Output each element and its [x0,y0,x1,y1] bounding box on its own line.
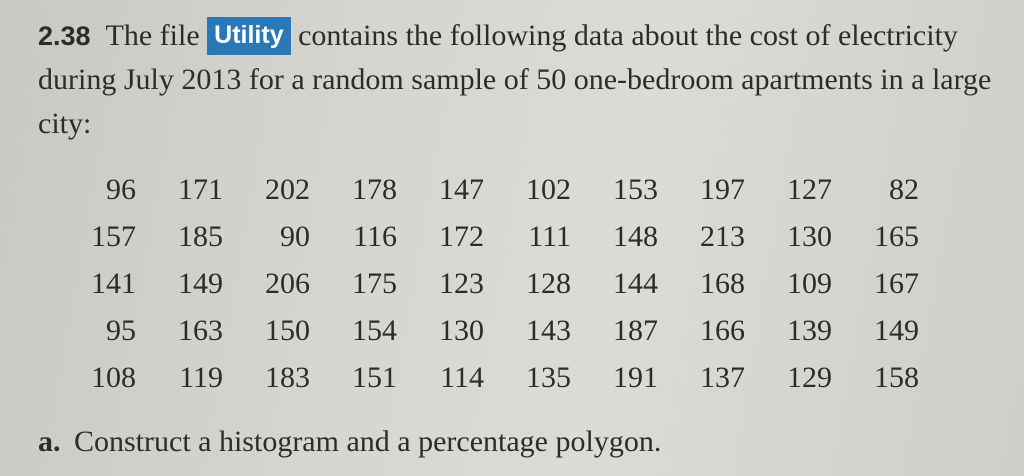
problem-number: 2.38 [38,21,91,51]
table-cell: 168 [700,266,745,300]
table-row: 95 163 150 154 130 143 187 166 139 149 [74,307,919,354]
question-a-label: a. [38,425,61,458]
table-cell: 127 [787,172,832,206]
table-cell: 206 [265,266,310,300]
table-cell: 213 [700,219,745,253]
table-cell: 123 [439,266,484,300]
table-cell: 96 [106,172,136,206]
table-cell: 197 [700,172,745,206]
problem-text-before: The file [105,19,200,52]
table-cell: 111 [528,219,571,253]
table-cell: 116 [353,219,397,253]
table-cell: 175 [352,266,397,300]
table-cell: 144 [613,266,658,300]
table-row: 157 185 90 116 172 111 148 213 130 165 [74,213,919,260]
question-a: a. Construct a histogram and a percentag… [38,420,661,464]
table-cell: 171 [178,172,223,206]
table-cell: 82 [889,172,919,206]
table-cell: 128 [526,266,571,300]
table-cell: 90 [280,219,310,253]
table-cell: 154 [352,313,397,347]
table-cell: 148 [613,219,658,253]
table-cell: 129 [787,360,832,394]
question-a-text: Construct a histogram and a percentage p… [74,425,662,458]
table-cell: 157 [91,219,136,253]
table-cell: 163 [178,313,223,347]
table-cell: 149 [178,266,223,300]
table-cell: 137 [700,360,745,394]
table-row: 96 171 202 178 147 102 153 197 127 82 [74,166,919,213]
table-cell: 202 [265,172,310,206]
table-cell: 185 [178,219,223,253]
table-cell: 167 [874,266,919,300]
table-cell: 130 [787,219,832,253]
table-cell: 119 [179,360,223,394]
table-cell: 108 [91,360,136,394]
table-cell: 95 [106,313,136,347]
table-cell: 130 [439,313,484,347]
table-cell: 114 [440,360,484,394]
table-cell: 187 [613,313,658,347]
table-cell: 166 [700,313,745,347]
table-cell: 109 [787,266,832,300]
table-cell: 149 [874,313,919,347]
table-row: 141 149 206 175 123 128 144 168 109 167 [74,260,919,307]
table-cell: 135 [526,360,571,394]
table-cell: 191 [613,360,658,394]
table-cell: 141 [91,266,136,300]
electricity-cost-data-table: 96 171 202 178 147 102 153 197 127 82 157 185 90 116 1… [74,166,919,401]
problem-statement: 2.38 The file Utility contains the follo… [38,14,998,146]
table-row: 108 119 183 151 114 135 191 137 129 158 [74,354,919,401]
table-cell: 178 [352,172,397,206]
table-cell: 147 [439,172,484,206]
table-cell: 151 [352,360,397,394]
table-cell: 102 [526,172,571,206]
table-cell: 150 [265,313,310,347]
table-cell: 153 [613,172,658,206]
problem-text-after: contains the following data about the co… [38,19,992,140]
file-name-badge: Utility [207,17,291,55]
table-cell: 143 [526,313,571,347]
table-cell: 172 [439,219,484,253]
table-cell: 158 [874,360,919,394]
table-cell: 139 [787,313,832,347]
table-cell: 183 [265,360,310,394]
table-cell: 165 [874,219,919,253]
